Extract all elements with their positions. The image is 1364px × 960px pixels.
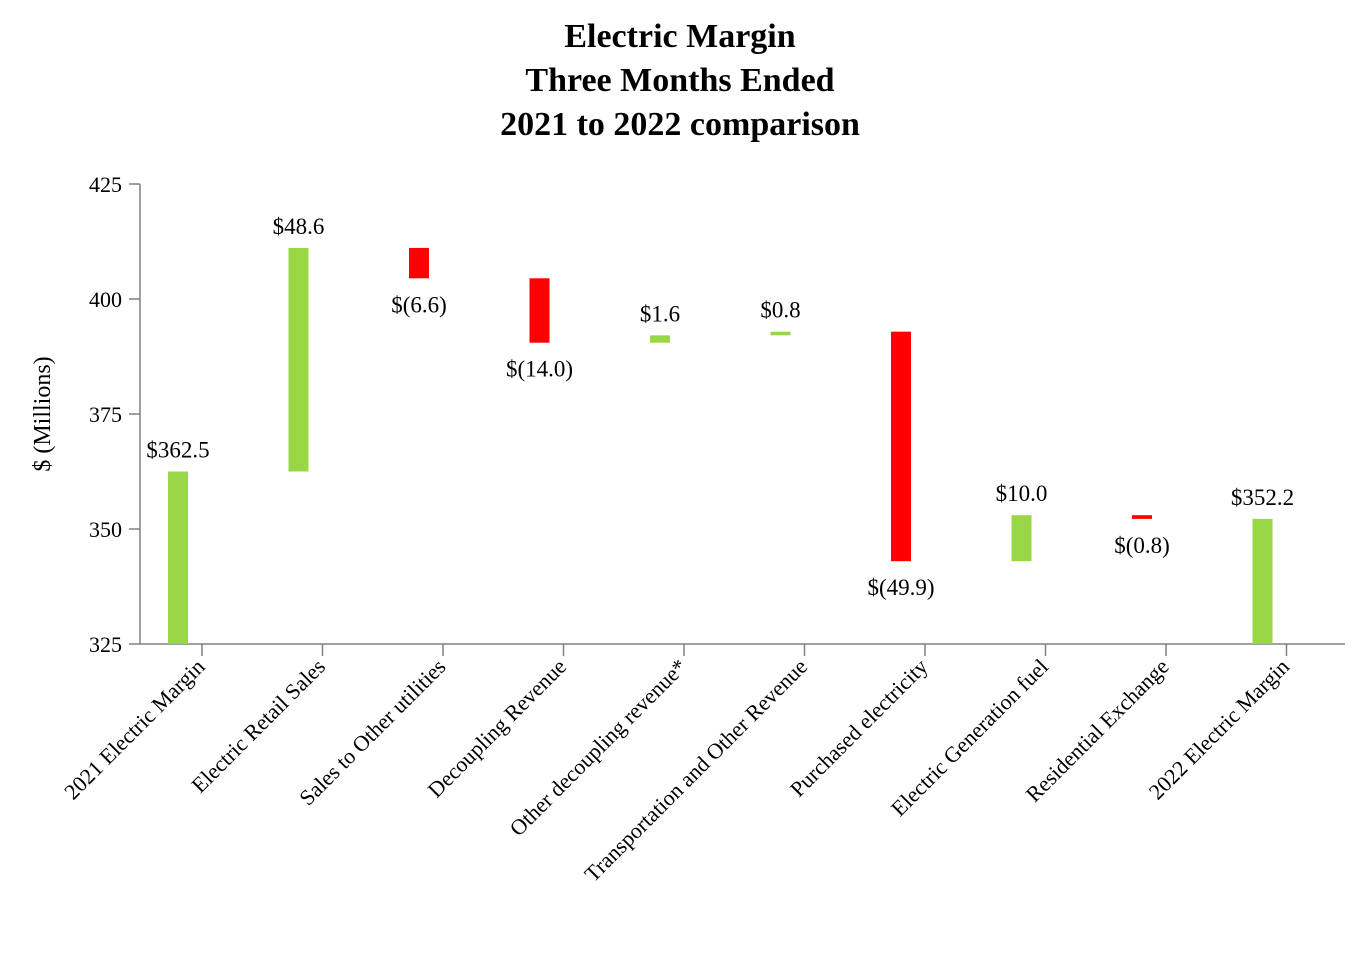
- bar-9: [1132, 515, 1152, 519]
- data-label-1: $362.5: [146, 438, 209, 463]
- bar-4: [529, 278, 550, 343]
- data-label-4: $(14.0): [506, 357, 573, 382]
- data-label-10: $352.2: [1231, 485, 1294, 510]
- y-tick-label: 350: [89, 517, 122, 542]
- axes: 325 350 375 400 425 $ (Millions): [30, 172, 1345, 657]
- y-tick-label: 375: [89, 402, 122, 427]
- bar-6: [770, 331, 791, 336]
- y-tick-label: 425: [89, 172, 122, 197]
- data-label-6: $0.8: [760, 298, 800, 323]
- title-line-3: 2021 to 2022 comparison: [500, 106, 860, 143]
- y-tick-label: 400: [89, 287, 122, 312]
- bar-3: [409, 247, 429, 279]
- chart-title: Electric Margin Three Months Ended 2021 to…: [500, 18, 860, 143]
- data-label-2: $48.6: [273, 214, 325, 239]
- bar-5: [650, 335, 670, 343]
- bar-7: [891, 331, 911, 562]
- y-axis-label: $ (Millions): [30, 356, 56, 471]
- data-label-8: $10.0: [996, 481, 1048, 506]
- category-label-2: Electric Retail Sales: [186, 654, 330, 798]
- title-line-1: Electric Margin: [564, 18, 795, 55]
- data-label-7: $(49.9): [867, 575, 934, 600]
- data-label-9: $(0.8): [1114, 533, 1170, 558]
- bar-1: [168, 471, 188, 644]
- bar-8: [1011, 515, 1032, 562]
- category-label-6: Transportation and Other Revenue: [579, 654, 812, 887]
- bar-2: [288, 247, 309, 472]
- data-label-3: $(6.6): [391, 292, 447, 317]
- title-line-2: Three Months Ended: [525, 62, 834, 99]
- bar-10: [1252, 518, 1273, 644]
- bars: [168, 247, 1273, 644]
- data-labels: $362.5 $48.6 $(6.6) $(14.0) $1.6 $0.8 $(49.9) $…: [146, 214, 1294, 600]
- y-tick-label: 325: [89, 632, 122, 657]
- data-label-5: $1.6: [640, 301, 680, 326]
